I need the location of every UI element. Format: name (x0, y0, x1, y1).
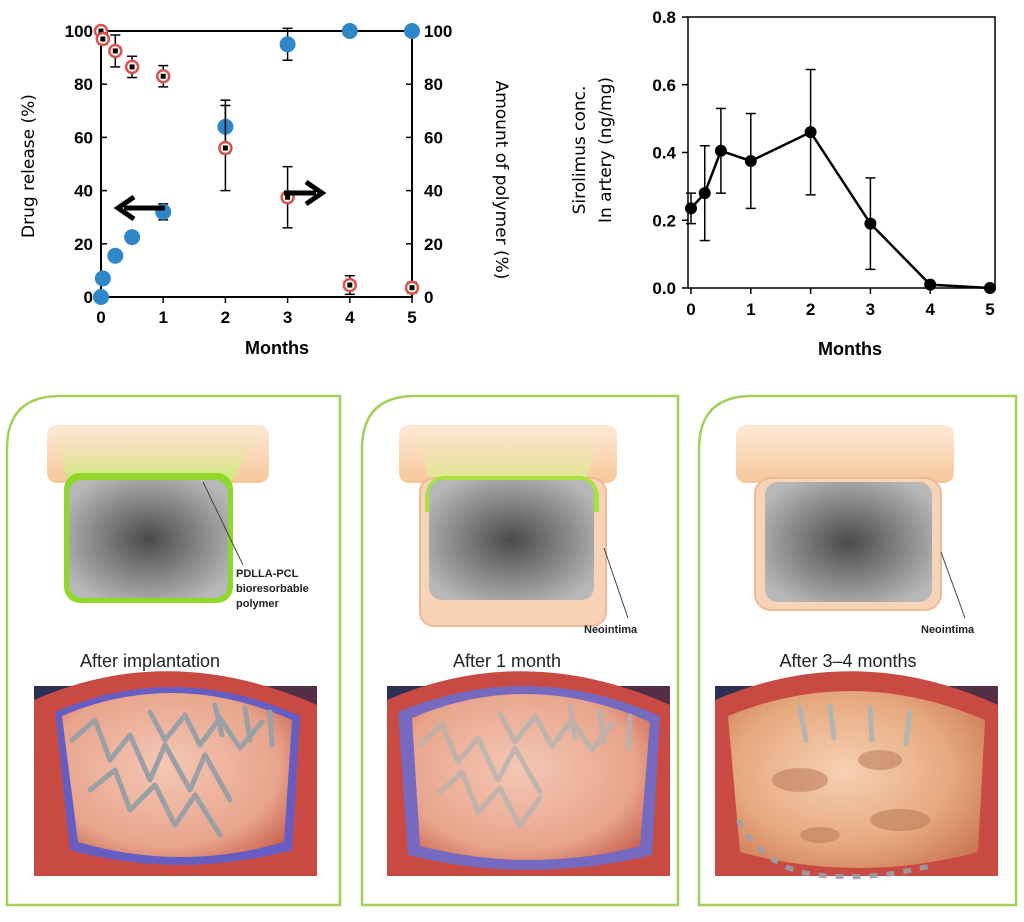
chart1-ytick-left-label-5: 100 (65, 22, 93, 41)
polymer-point-center-2 (112, 48, 118, 54)
panel3-tissue (736, 425, 954, 483)
chart2-frame (687, 16, 996, 288)
sirolimus-line (690, 130, 991, 290)
sirolimus-point-4 (804, 126, 817, 139)
left-arrow-icon (113, 194, 165, 222)
panel1-artery-image (34, 671, 317, 876)
chart2-ytick-label-2: 0.4 (652, 144, 676, 163)
chart1-ylabel-left: Drug release (%) (19, 94, 39, 238)
chart2-xtick-label-1: 1 (746, 300, 755, 319)
chart1-xtick-label-5: 5 (407, 308, 416, 327)
chart2-ytick-label-3: 0.6 (652, 76, 676, 95)
chart1-ytick-right-label-3: 60 (424, 128, 443, 147)
drug-release-point-0 (93, 289, 109, 305)
chart2-xtick-label-2: 2 (806, 300, 815, 319)
chart2-ylabel-line2: In artery (ng/mg) (596, 77, 616, 223)
drug-release-point-7 (341, 23, 358, 39)
panel2-strut (429, 480, 594, 600)
chart1-ytick-left-label-0: 0 (84, 288, 93, 307)
panel2-label: Neointima (584, 624, 638, 636)
chart1-ytick-right-label-2: 40 (424, 182, 443, 201)
chart1-xtick-label-1: 1 (158, 308, 167, 327)
panel1-label-line2: bioresorbable (236, 583, 309, 595)
panel-after-1-month: Neointima After 1 month (360, 394, 680, 907)
polymer-point-center-1 (100, 36, 106, 42)
chart2-xtick-label-3: 3 (866, 300, 875, 319)
chart2-ytick-label-0: 0.0 (652, 279, 676, 298)
chart1-xtick-label-4: 4 (345, 308, 355, 327)
panel1-label-line3: polymer (236, 598, 280, 610)
chart1-xtick-label-2: 2 (221, 308, 230, 327)
chart2-ytick-label-1: 0.2 (652, 211, 676, 230)
chart2-xtick-label-5: 5 (985, 300, 994, 319)
panel1-strut (69, 480, 228, 598)
drug-release-point-3 (124, 229, 141, 246)
panel3-caption: After 3–4 months (779, 651, 916, 671)
sirolimus-point-5 (864, 217, 877, 230)
chart1-xlabel: Months (245, 338, 309, 358)
chart1-ytick-left-label-1: 20 (74, 235, 93, 254)
polymer-point-center-7 (347, 282, 353, 288)
sirolimus-point-1 (698, 187, 711, 200)
polymer-point-center-6 (285, 194, 291, 200)
chart2-xtick-label-4: 4 (925, 300, 935, 319)
polymer-point-center-4 (160, 73, 166, 79)
chart1-ytick-left-label-4: 80 (74, 75, 93, 94)
panel2-caption: After 1 month (453, 651, 561, 671)
sirolimus-point-3 (744, 154, 757, 167)
chart1-ytick-left-label-3: 60 (74, 128, 93, 147)
panel1-caption: After implantation (80, 651, 220, 671)
chart1-ytick-right-label-0: 0 (424, 288, 433, 307)
chart1-ytick-left-label-2: 40 (74, 182, 93, 201)
chart2-xtick-label-0: 0 (686, 300, 695, 319)
panel2-drug-glow (412, 428, 605, 481)
panel1-pointer (202, 481, 244, 566)
right-arrow-icon (284, 179, 327, 207)
panel3-pointer (940, 551, 966, 619)
polymer-point-center-5 (222, 145, 228, 151)
polymer-point-center-8 (409, 285, 415, 291)
panel3-label: Neointima (921, 624, 975, 636)
chart1-xtick-label-0: 0 (96, 308, 105, 327)
drug-release-point-2 (107, 247, 124, 264)
panel1-label-line1: PDLLA-PCL (236, 568, 299, 580)
chart1-ytick-right-label-4: 80 (424, 75, 443, 94)
polymer-point-center-0 (98, 28, 104, 34)
drug-release-point-8 (404, 23, 420, 39)
sirolimus-point-0 (685, 202, 697, 215)
sirolimus-point-2 (714, 144, 727, 157)
panel3-artery-image (715, 671, 998, 880)
drug-release-point-1 (94, 270, 111, 287)
panel1-drug-glow (54, 428, 262, 481)
chart2-xlabel: Months (818, 339, 882, 359)
sirolimus-concentration-chart: 0 1 2 3 4 5 0.0 0.2 0.4 0.6 0.8 Months Sirolimus … (570, 8, 996, 359)
chart2-ytick-label-4: 0.8 (652, 8, 676, 27)
sirolimus-point-7 (984, 282, 996, 294)
panel2-artery-image (387, 671, 670, 876)
chart1-frame (100, 30, 413, 298)
chart1-ytick-right-label-1: 20 (424, 235, 443, 254)
panel-after-3-4-months: Neointima After 3–4 months (697, 394, 1018, 907)
panel-after-implantation: PDLLA-PCL bioresorbable polymer After im… (5, 394, 342, 907)
chart2-ylabel-line1: Sirolimus conc. (570, 86, 590, 215)
polymer-point-center-3 (129, 64, 135, 70)
chart1-xtick-label-3: 3 (283, 308, 292, 327)
panel2-pointer (603, 547, 629, 619)
sirolimus-point-6 (924, 278, 937, 291)
chart1-ylabel-right: Amount of polymer (%) (491, 81, 511, 280)
chart1-ytick-right-label-5: 100 (424, 22, 452, 41)
drug-release-point-6 (279, 36, 296, 53)
panel3-strut (765, 482, 932, 602)
